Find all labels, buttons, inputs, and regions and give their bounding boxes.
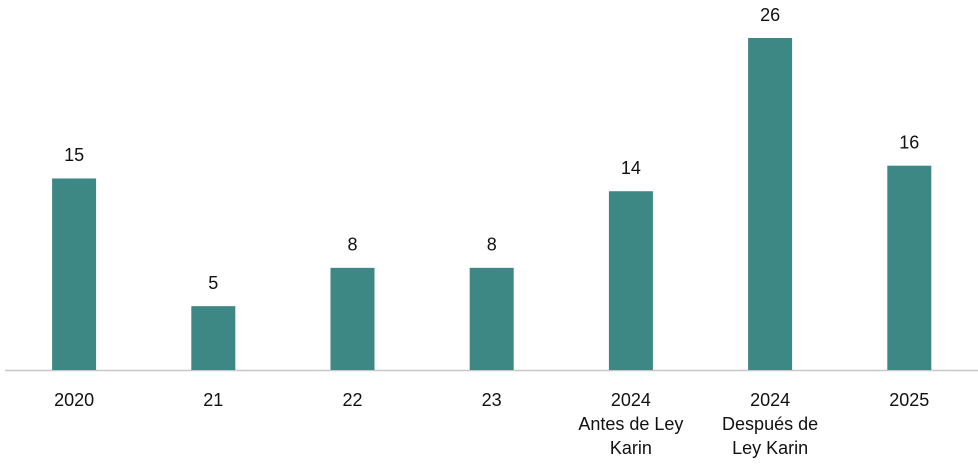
bar [330, 267, 375, 370]
data-label: 8 [347, 235, 357, 255]
x-tick-label: 23 [482, 390, 502, 410]
bar [191, 306, 236, 370]
x-tick-label: 2024 Después de Ley Karin [722, 390, 818, 458]
x-tick-label: 21 [203, 390, 223, 410]
x-tick-label-line: Antes de Ley [578, 414, 683, 434]
data-label: 8 [487, 235, 497, 255]
x-tick-label: 22 [342, 390, 362, 410]
data-label: 15 [64, 145, 84, 165]
bar [608, 191, 653, 370]
data-label: 26 [760, 5, 780, 25]
bar [748, 38, 793, 370]
x-tick-label-line: Después de [722, 414, 818, 434]
x-tick-label-line: Ley Karin [732, 438, 808, 458]
x-tick-label-line: 2024 [750, 390, 790, 410]
x-tick-label: 2020 [54, 390, 94, 410]
data-label: 14 [621, 158, 641, 178]
data-label: 5 [208, 273, 218, 293]
x-tick-label-line: 22 [342, 390, 362, 410]
x-tick-label: 2024 Antes de Ley Karin [578, 390, 683, 458]
x-tick-label-line: 2025 [889, 390, 929, 410]
x-tick-label-line: 2020 [54, 390, 94, 410]
x-tick-label-line: 2024 [611, 390, 651, 410]
data-label: 16 [899, 132, 919, 152]
bar [469, 267, 514, 370]
x-tick-label-line: 21 [203, 390, 223, 410]
x-tick-label-line: 23 [482, 390, 502, 410]
x-tick-label: 2025 [889, 390, 929, 410]
x-tick-label-line: Karin [610, 438, 652, 458]
bar [52, 178, 97, 370]
bar [887, 165, 932, 370]
